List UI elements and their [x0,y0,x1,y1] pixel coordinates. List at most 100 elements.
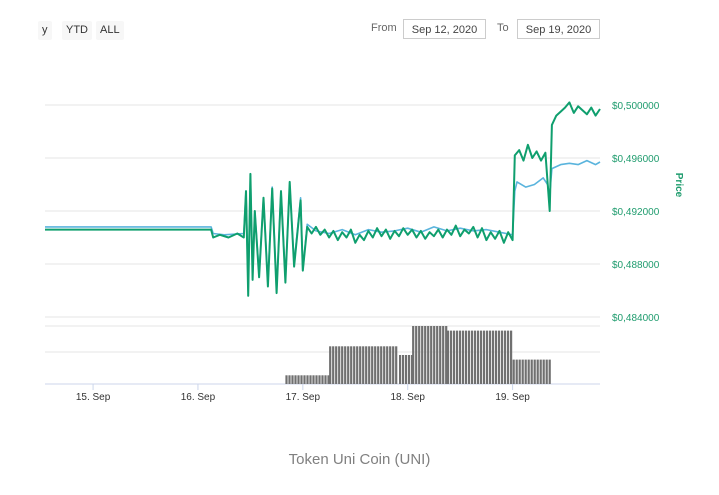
volume-bar [427,326,430,384]
volume-bar [527,359,530,384]
volume-bar [498,330,501,384]
volume-bar [442,326,445,384]
volume-bar [377,346,380,384]
volume-bar [395,346,398,384]
volume-bar [380,346,383,384]
volume-bar [300,375,303,384]
volume-bar [433,326,436,384]
x-tick-label: 15. Sep [76,392,111,403]
from-label: From [371,22,397,34]
volume-bar [338,346,341,384]
volume-bar [462,330,465,384]
volume-bar [318,375,321,384]
y-axis-title: Price [673,173,684,198]
volume-bar [447,330,450,384]
volume-bar [306,375,309,384]
volume-bar [368,346,371,384]
volume-bar [483,330,486,384]
volume-bar [465,330,468,384]
volume-bar [303,375,306,384]
volume-bar [418,326,421,384]
range-button-ytd[interactable]: YTD [62,21,92,40]
volume-bar [510,330,513,384]
volume-bar [405,355,408,384]
to-date-input[interactable]: Sep 19, 2020 [517,19,600,39]
volume-bar [356,346,359,384]
volume-bar [297,375,300,384]
volume-bar [480,330,483,384]
volume-bar [450,330,453,384]
volume-bar [492,330,495,384]
chart-caption: Token Uni Coin (UNI) [288,451,431,468]
volume-bar [421,326,424,384]
volume-bar [309,375,312,384]
volume-bar [512,359,515,384]
volume-bar [533,359,536,384]
volume-bar [430,326,433,384]
volume-bar [439,326,442,384]
volume-bar [353,346,356,384]
volume-bar [548,359,551,384]
volume-bar [436,326,439,384]
volume-bars [285,326,551,384]
y-tick-label: $0,492000 [612,207,660,218]
volume-bar [424,326,427,384]
range-button-all[interactable]: ALL [96,21,124,40]
grid-lines [45,104,600,385]
x-tick-label: 18. Sep [390,392,425,403]
volume-bar [344,346,347,384]
price-chart: $0,484000 $0,488000 $0,492000 $0,496000 $0,5… [45,101,684,403]
volume-bar [471,330,474,384]
volume-bar [332,346,335,384]
volume-bar [315,375,318,384]
volume-bar [285,375,288,384]
volume-bar [495,330,498,384]
volume-bar [504,330,507,384]
y-tick-label: $0,488000 [612,260,660,271]
volume-bar [389,346,392,384]
volume-bar [412,326,415,384]
volume-bar [536,359,539,384]
volume-bar [445,326,448,384]
volume-bar [329,346,332,384]
range-button-y[interactable]: y [38,21,52,40]
volume-bar [347,346,350,384]
volume-bar [371,346,374,384]
from-date-input[interactable]: Sep 12, 2020 [403,19,486,39]
volume-bar [386,346,389,384]
volume-bar [335,346,338,384]
volume-bar [365,346,368,384]
volume-bar [399,355,402,384]
volume-bar [291,375,294,384]
x-tick-label: 19. Sep [495,392,530,403]
volume-bar [392,346,395,384]
volume-bar [477,330,480,384]
volume-bar [324,375,327,384]
volume-bar [312,375,315,384]
volume-bar [542,359,545,384]
x-tick-label: 17. Sep [286,392,321,403]
volume-bar [530,359,533,384]
volume-bar [521,359,524,384]
volume-bar [288,375,291,384]
y-tick-label: $0,500000 [612,101,660,112]
volume-bar [359,346,362,384]
price-series [45,101,601,297]
price-series-line-1 [45,159,601,292]
volume-bar [459,330,462,384]
volume-bar [350,346,353,384]
volume-bar [341,346,344,384]
volume-bar [383,346,386,384]
volume-bar [515,359,518,384]
volume-bar [507,330,510,384]
volume-bar [468,330,471,384]
volume-bar [518,359,521,384]
volume-bar [545,359,548,384]
volume-bar [402,355,405,384]
y-tick-label: $0,484000 [612,313,660,324]
volume-bar [321,375,324,384]
volume-bar [327,375,330,384]
volume-bar [294,375,297,384]
volume-bar [374,346,377,384]
to-label: To [497,22,509,34]
